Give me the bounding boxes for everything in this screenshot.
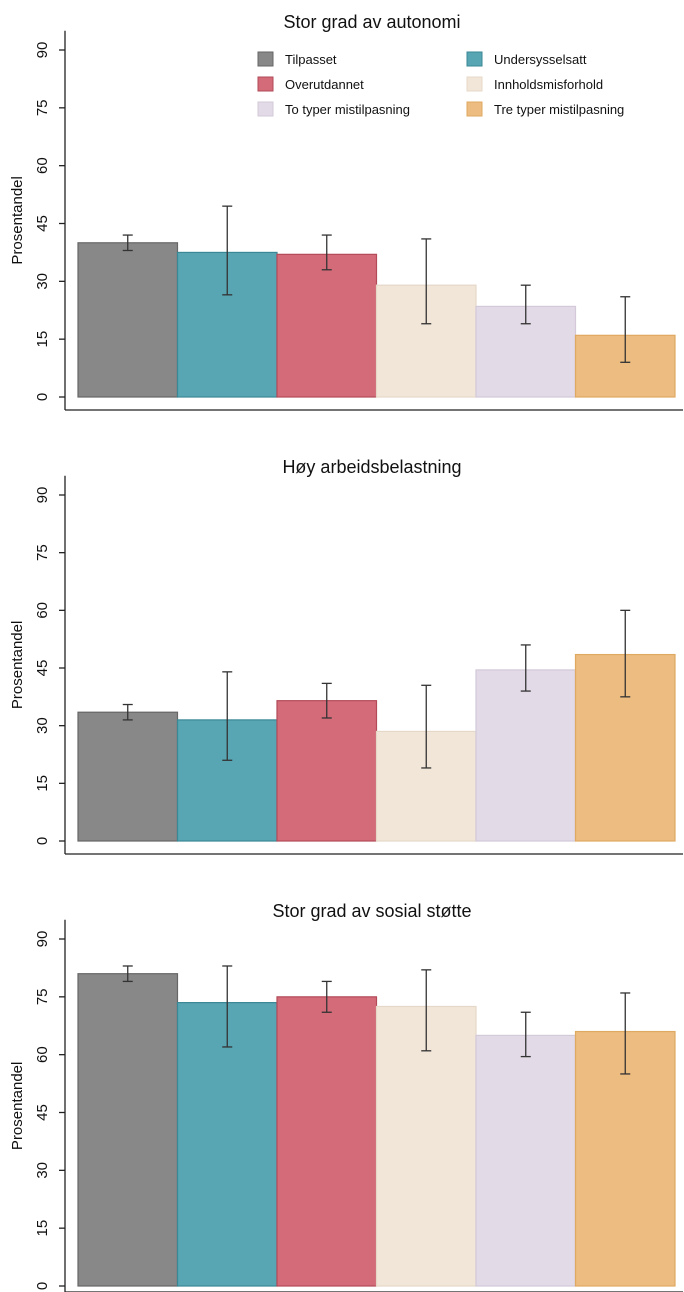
y-tick-label: 90 [34,487,51,504]
error-bar [222,671,233,761]
panel-2: Høy arbeidsbelastning 0 15 30 45 60 75 90 Prosen… [9,457,683,855]
legend-item: Tilpasset [257,51,337,67]
y-tick-label: 30 [34,1162,51,1179]
y-tick-label: 90 [34,931,51,948]
legend-label: Overutdannet [285,77,364,92]
y-tick-label: 60 [34,1046,51,1063]
error-bar [321,682,332,719]
legend-item: To typer mistilpasning [257,101,410,117]
legend-label: Undersysselsatt [494,52,587,67]
bar [475,1034,577,1287]
y-tick-label: 30 [34,717,51,734]
panel-3: Stor grad av sosial støtte 0 15 30 45 60 75 90 P… [9,901,683,1292]
legend-swatch [466,101,483,117]
panel-1: Stor grad av autonomi 0 15 30 45 60 75 90 Prosen… [9,12,683,411]
bar [176,1002,278,1287]
error-bar [520,1011,531,1058]
y-tick-label: 15 [34,775,51,792]
error-bar [421,238,432,325]
legend-item: Innholdsmisforhold [466,76,603,92]
legend-swatch [466,51,483,67]
legend-item: Overutdannet [257,76,364,92]
legend-label: To typer mistilpasning [285,102,410,117]
y-tick-label: 75 [34,99,51,116]
bar [77,242,179,398]
y-tick-label: 15 [34,1220,51,1237]
legend-swatch [257,76,274,92]
error-bar [620,296,631,363]
y-tick-label: 45 [34,215,51,232]
legend-item: Undersysselsatt [466,51,587,67]
error-bar [122,234,133,252]
y-tick-label: 60 [34,157,51,174]
legend-item: Tre typer mistilpasning [466,101,624,117]
y-axis-label: Prosentandel [9,1062,26,1150]
legend-swatch [257,101,274,117]
error-bar [321,234,332,271]
error-bar [421,969,432,1052]
y-tick-label: 75 [34,544,51,561]
y-axis-label: Prosentandel [9,176,26,264]
y-tick-label: 45 [34,1104,51,1121]
error-bar [620,992,631,1075]
error-bar [222,965,233,1048]
bar [77,973,179,1287]
error-bar [122,965,133,983]
legend-label: Tilpasset [285,52,337,67]
chart-title: Stor grad av sosial støtte [272,901,471,921]
legend-swatch [466,76,483,92]
y-tick-label: 75 [34,988,51,1005]
y-tick-label: 15 [34,331,51,348]
error-bar [321,980,332,1013]
bar [475,669,577,842]
error-bar [620,609,631,698]
bar [375,1005,477,1287]
error-bar [520,644,531,692]
y-tick-label: 45 [34,660,51,677]
error-bar [122,703,133,721]
y-tick-label: 90 [34,42,51,59]
bar [276,253,378,398]
y-tick-label: 0 [34,837,51,845]
chart-title: Stor grad av autonomi [283,12,460,32]
bar [77,711,179,842]
y-axis-label: Prosentandel [9,621,26,709]
y-tick-label: 0 [34,393,51,401]
bar [276,700,378,842]
legend-swatch [257,51,274,67]
error-bar [222,205,233,296]
chart-title: Høy arbeidsbelastning [282,457,461,477]
legend-label: Tre typer mistilpasning [494,102,624,117]
y-tick-label: 0 [34,1282,51,1290]
error-bar [421,684,432,769]
legend: Tilpasset Undersysselsatt Overutdannet Innh… [257,51,624,117]
error-bar [520,284,531,325]
y-tick-label: 60 [34,602,51,619]
y-tick-label: 30 [34,273,51,290]
bar [276,996,378,1287]
legend-label: Innholdsmisforhold [494,77,603,92]
